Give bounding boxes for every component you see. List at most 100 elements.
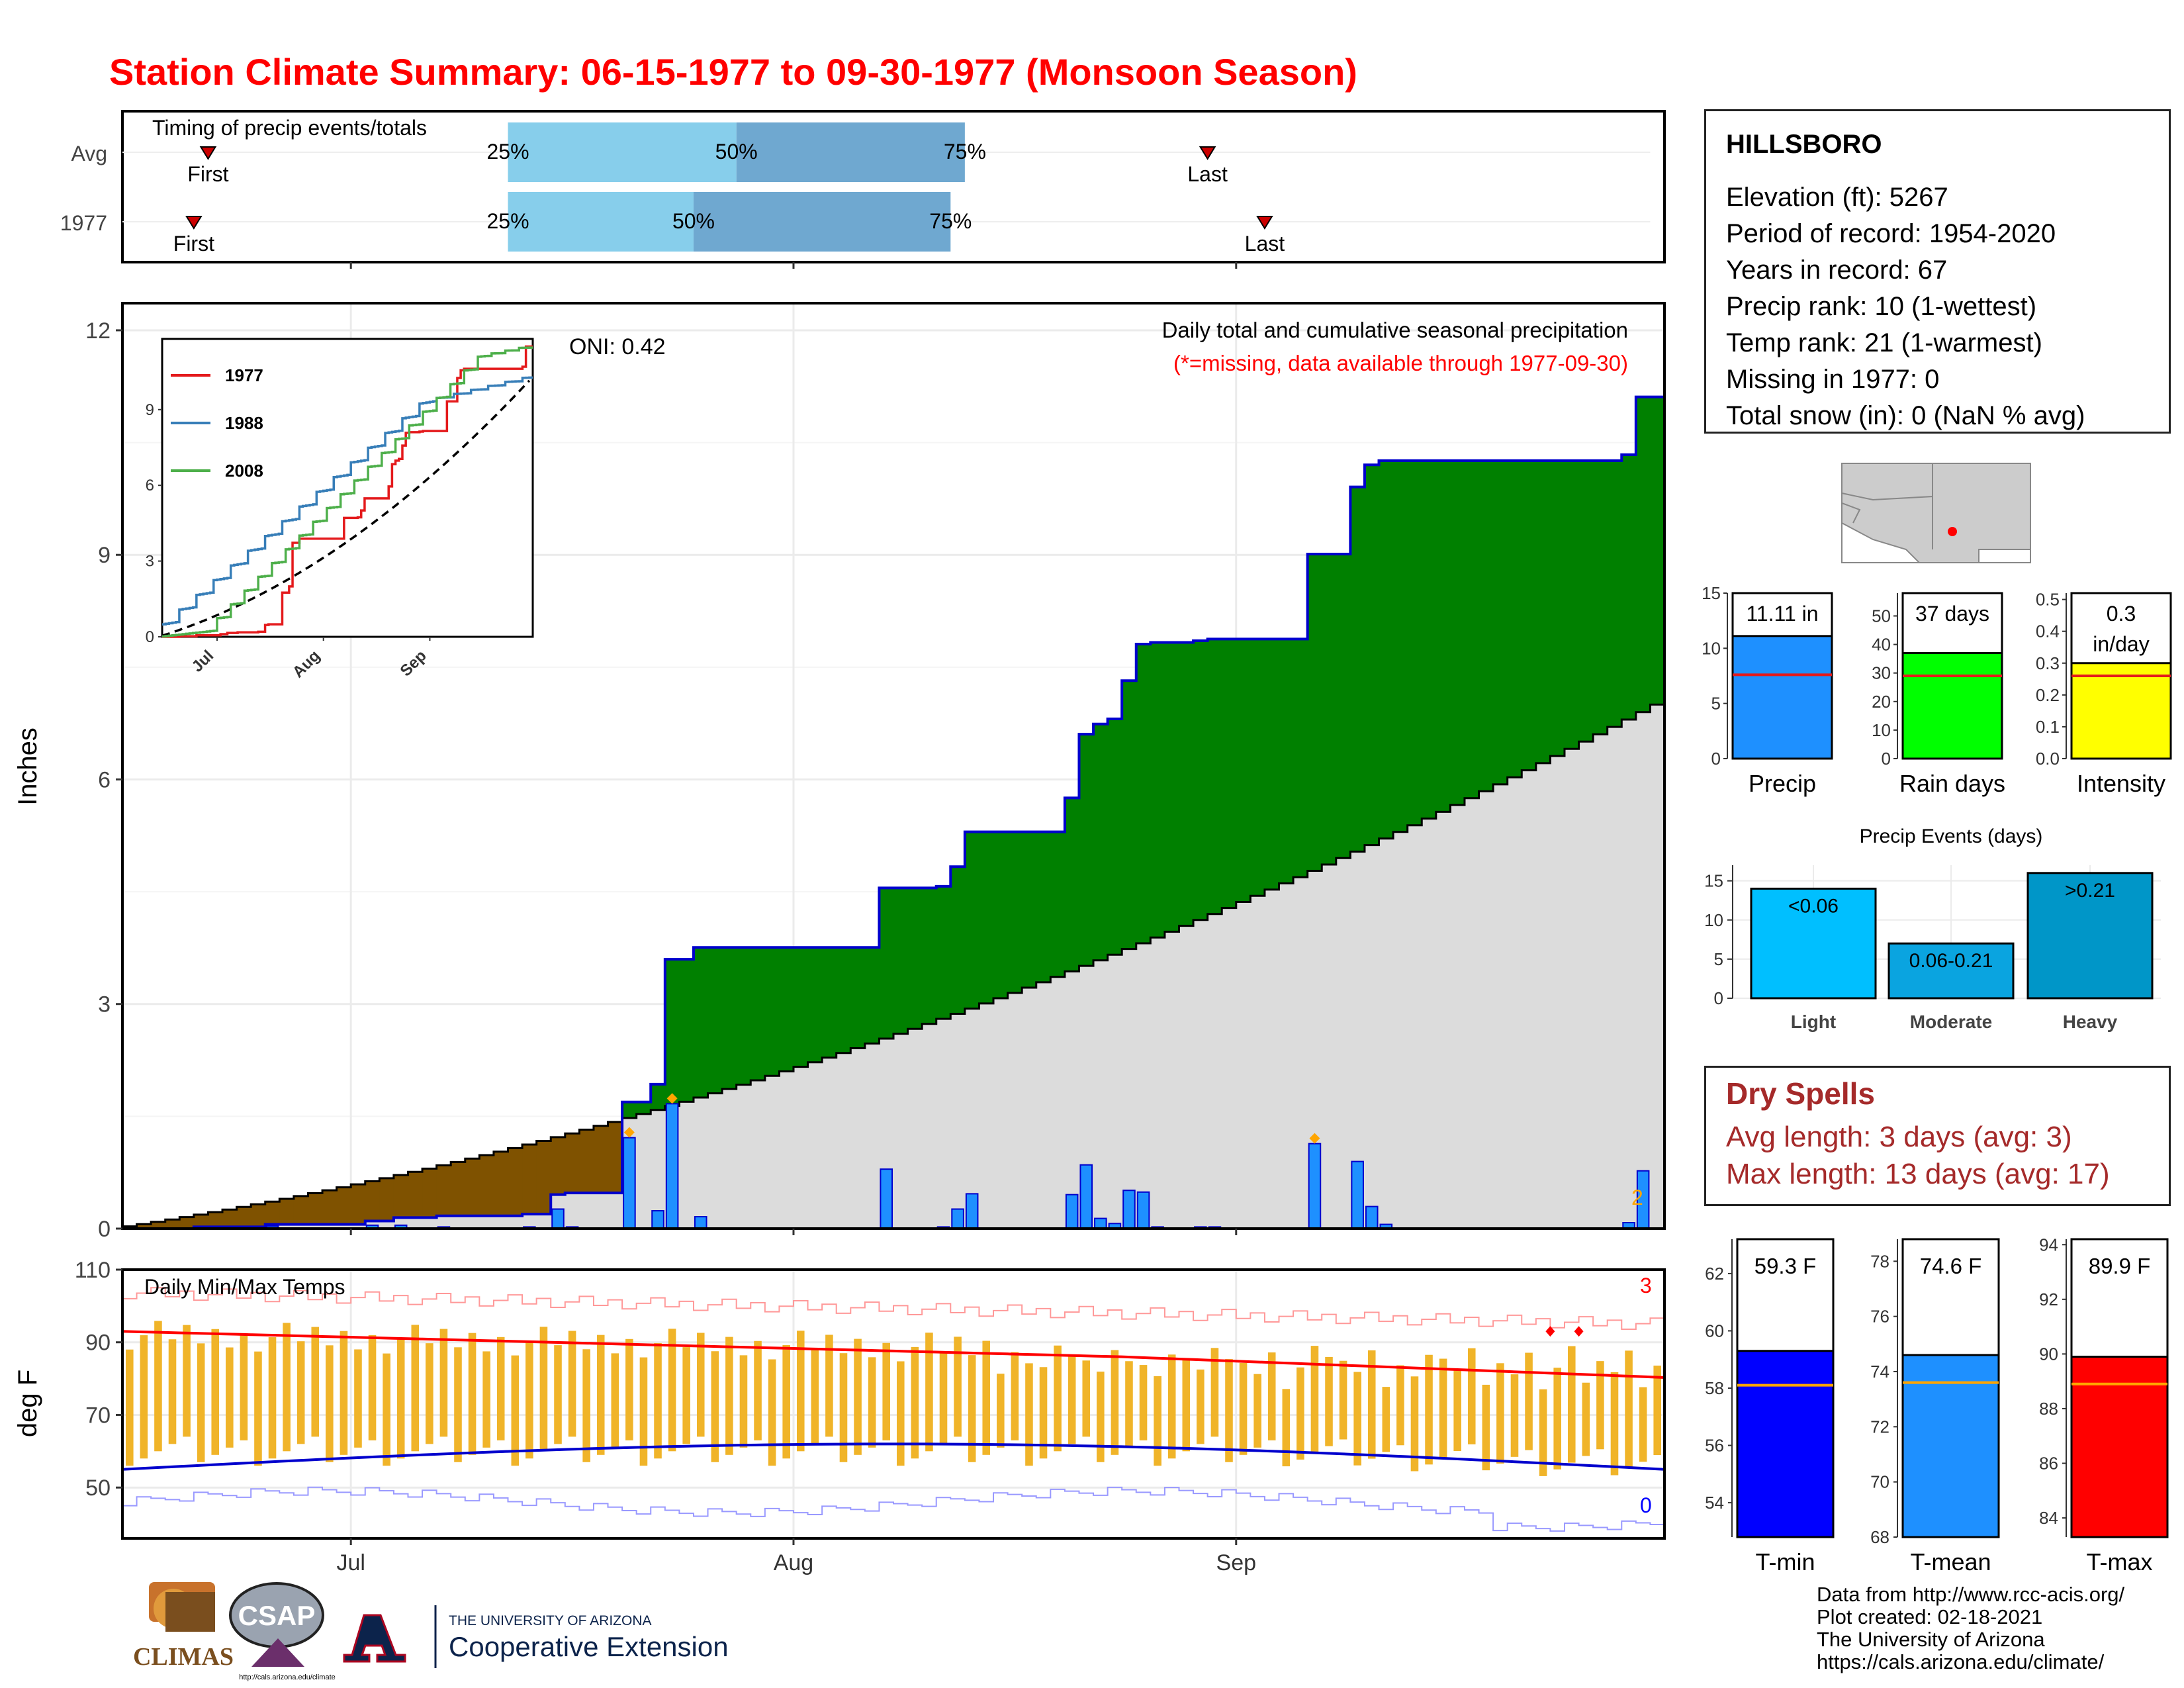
surplus-area xyxy=(1222,639,1237,908)
precip-y-label: Inches xyxy=(13,727,42,806)
inset-legend: 1977 1988 2008 xyxy=(171,365,263,481)
timing-marker xyxy=(1199,146,1216,160)
surplus-area xyxy=(1464,460,1480,798)
summary-label: Intensity xyxy=(2077,770,2165,797)
logos: CLIMAS CSAP http://cals.arizona.edu/clim… xyxy=(133,1582,729,1681)
daily-temp-bar xyxy=(1367,1350,1376,1459)
surplus-area xyxy=(1050,831,1066,977)
temp-series xyxy=(122,1287,1665,1532)
surplus-area xyxy=(922,888,937,1024)
station-name: HILLSBORO xyxy=(1726,130,1882,159)
events-bar-label: >0.21 xyxy=(2065,880,2115,902)
daily-temp-bar xyxy=(411,1325,420,1452)
daily-temp-bar xyxy=(183,1325,191,1437)
surplus-area xyxy=(751,947,766,1080)
surplus-area xyxy=(764,947,780,1076)
surplus-area xyxy=(1336,554,1351,859)
daily-temp-bar xyxy=(326,1345,334,1462)
surplus-area xyxy=(1435,460,1451,812)
daily-temp-bar xyxy=(1039,1367,1048,1459)
deficit-area xyxy=(608,1121,623,1194)
daily-temp-bar xyxy=(1482,1384,1490,1471)
temp-summary-tick-label: 60 xyxy=(1705,1321,1724,1340)
avg-max-temp-line xyxy=(122,1330,1665,1379)
surplus-area xyxy=(993,831,1009,999)
daily-temp-bar xyxy=(1596,1361,1604,1450)
credit-line-source: Data from http://www.rcc-acis.org/ xyxy=(1817,1583,2125,1606)
daily-temp-bar xyxy=(839,1353,848,1462)
deficit-area xyxy=(422,1168,437,1218)
surplus-area xyxy=(1179,642,1194,926)
temp-summary-bar-T-min xyxy=(1736,1350,1835,1538)
daily-precip-bar xyxy=(1365,1205,1379,1230)
surplus-area xyxy=(1493,460,1508,784)
missing-count: 2 xyxy=(1631,1186,1643,1209)
inset-y-tick-label: 0 xyxy=(146,628,154,646)
surplus-area xyxy=(979,831,994,1004)
station-info-panel: HILLSBORO Elevation (ft): 5267 Period of… xyxy=(1704,109,2171,434)
climas-logo: CLIMAS xyxy=(133,1582,234,1671)
timing-panel: Timing of precip events/totals Avg 1977 … xyxy=(60,110,1666,263)
temp-summary-label: T-min xyxy=(1756,1548,1815,1575)
daily-temp-bar xyxy=(1425,1354,1433,1465)
summary-tick-label: 0.4 xyxy=(2036,622,2060,641)
record-high-marker xyxy=(1545,1326,1555,1337)
timing-q75-label: 75% xyxy=(929,209,972,233)
daily-temp-bar xyxy=(1396,1365,1404,1446)
timing-bar-lower xyxy=(508,122,737,182)
surplus-area xyxy=(1279,639,1294,884)
daily-temp-bar xyxy=(654,1342,662,1459)
daily-temp-bar xyxy=(1011,1352,1019,1440)
daily-temp-bar xyxy=(1097,1372,1105,1462)
daily-temp-bar xyxy=(1068,1356,1076,1444)
surplus-area xyxy=(1393,460,1408,832)
timing-q50-label: 50% xyxy=(715,140,758,164)
daily-temp-bar xyxy=(1653,1365,1661,1456)
surplus-area xyxy=(1193,640,1208,920)
surplus-area xyxy=(707,947,723,1094)
daily-temp-bar xyxy=(1239,1362,1248,1455)
surplus-area xyxy=(1535,460,1551,763)
deficit-area xyxy=(193,1214,208,1227)
deficit-area xyxy=(593,1125,609,1194)
timing-row-year-label: 1977 xyxy=(60,211,107,235)
timing-q75-label: 75% xyxy=(944,140,986,164)
daily-precip-bar xyxy=(965,1193,979,1230)
surplus-area xyxy=(622,1102,637,1118)
daily-temp-bar xyxy=(911,1346,919,1459)
deficit-area xyxy=(551,1137,566,1195)
temp-summary-tick-label: 84 xyxy=(2039,1508,2058,1528)
surplus-area xyxy=(1564,460,1580,749)
record-low-line xyxy=(122,1486,1664,1532)
dry-spells-panel: Dry Spells Avg length: 3 days (avg: 3) M… xyxy=(1704,1066,2171,1206)
deficit-area xyxy=(451,1162,466,1216)
events-tick-label: 5 xyxy=(1714,949,1723,969)
temp-summary-tick-label: 68 xyxy=(1870,1527,1889,1547)
daily-temp-bar xyxy=(997,1374,1005,1448)
deficit-area xyxy=(222,1209,238,1227)
deficit-area xyxy=(165,1219,180,1229)
daily-temp-bar xyxy=(268,1337,277,1459)
daily-precip-bar xyxy=(880,1168,893,1229)
surplus-area xyxy=(1207,639,1222,914)
daily-temp-bar xyxy=(1054,1345,1062,1452)
temp-y-tick-label: 110 xyxy=(75,1258,111,1283)
events-chart: Precip Events (days) 0 5 10 15 <0.06 Light 0.0… xyxy=(1704,825,2161,1032)
deficit-area xyxy=(351,1184,366,1225)
daily-temp-bar xyxy=(754,1340,762,1440)
daily-temp-bar xyxy=(496,1336,505,1440)
temp-summary-tick-label: 70 xyxy=(1870,1472,1889,1492)
surplus-area xyxy=(1578,460,1594,742)
surplus-area xyxy=(807,947,823,1062)
surplus-area xyxy=(1350,487,1365,852)
daily-temp-bar xyxy=(696,1333,705,1437)
daily-precip-bar xyxy=(1136,1191,1150,1230)
daily-precip-bar xyxy=(551,1208,565,1229)
daily-temp-bar xyxy=(639,1357,648,1466)
summary-bar-Rain days xyxy=(1901,652,2003,760)
surplus-area xyxy=(1522,460,1537,771)
temp-summary-tick-label: 56 xyxy=(1705,1436,1724,1456)
daily-temp-bar xyxy=(211,1329,220,1455)
daily-temp-bar xyxy=(1339,1360,1347,1440)
